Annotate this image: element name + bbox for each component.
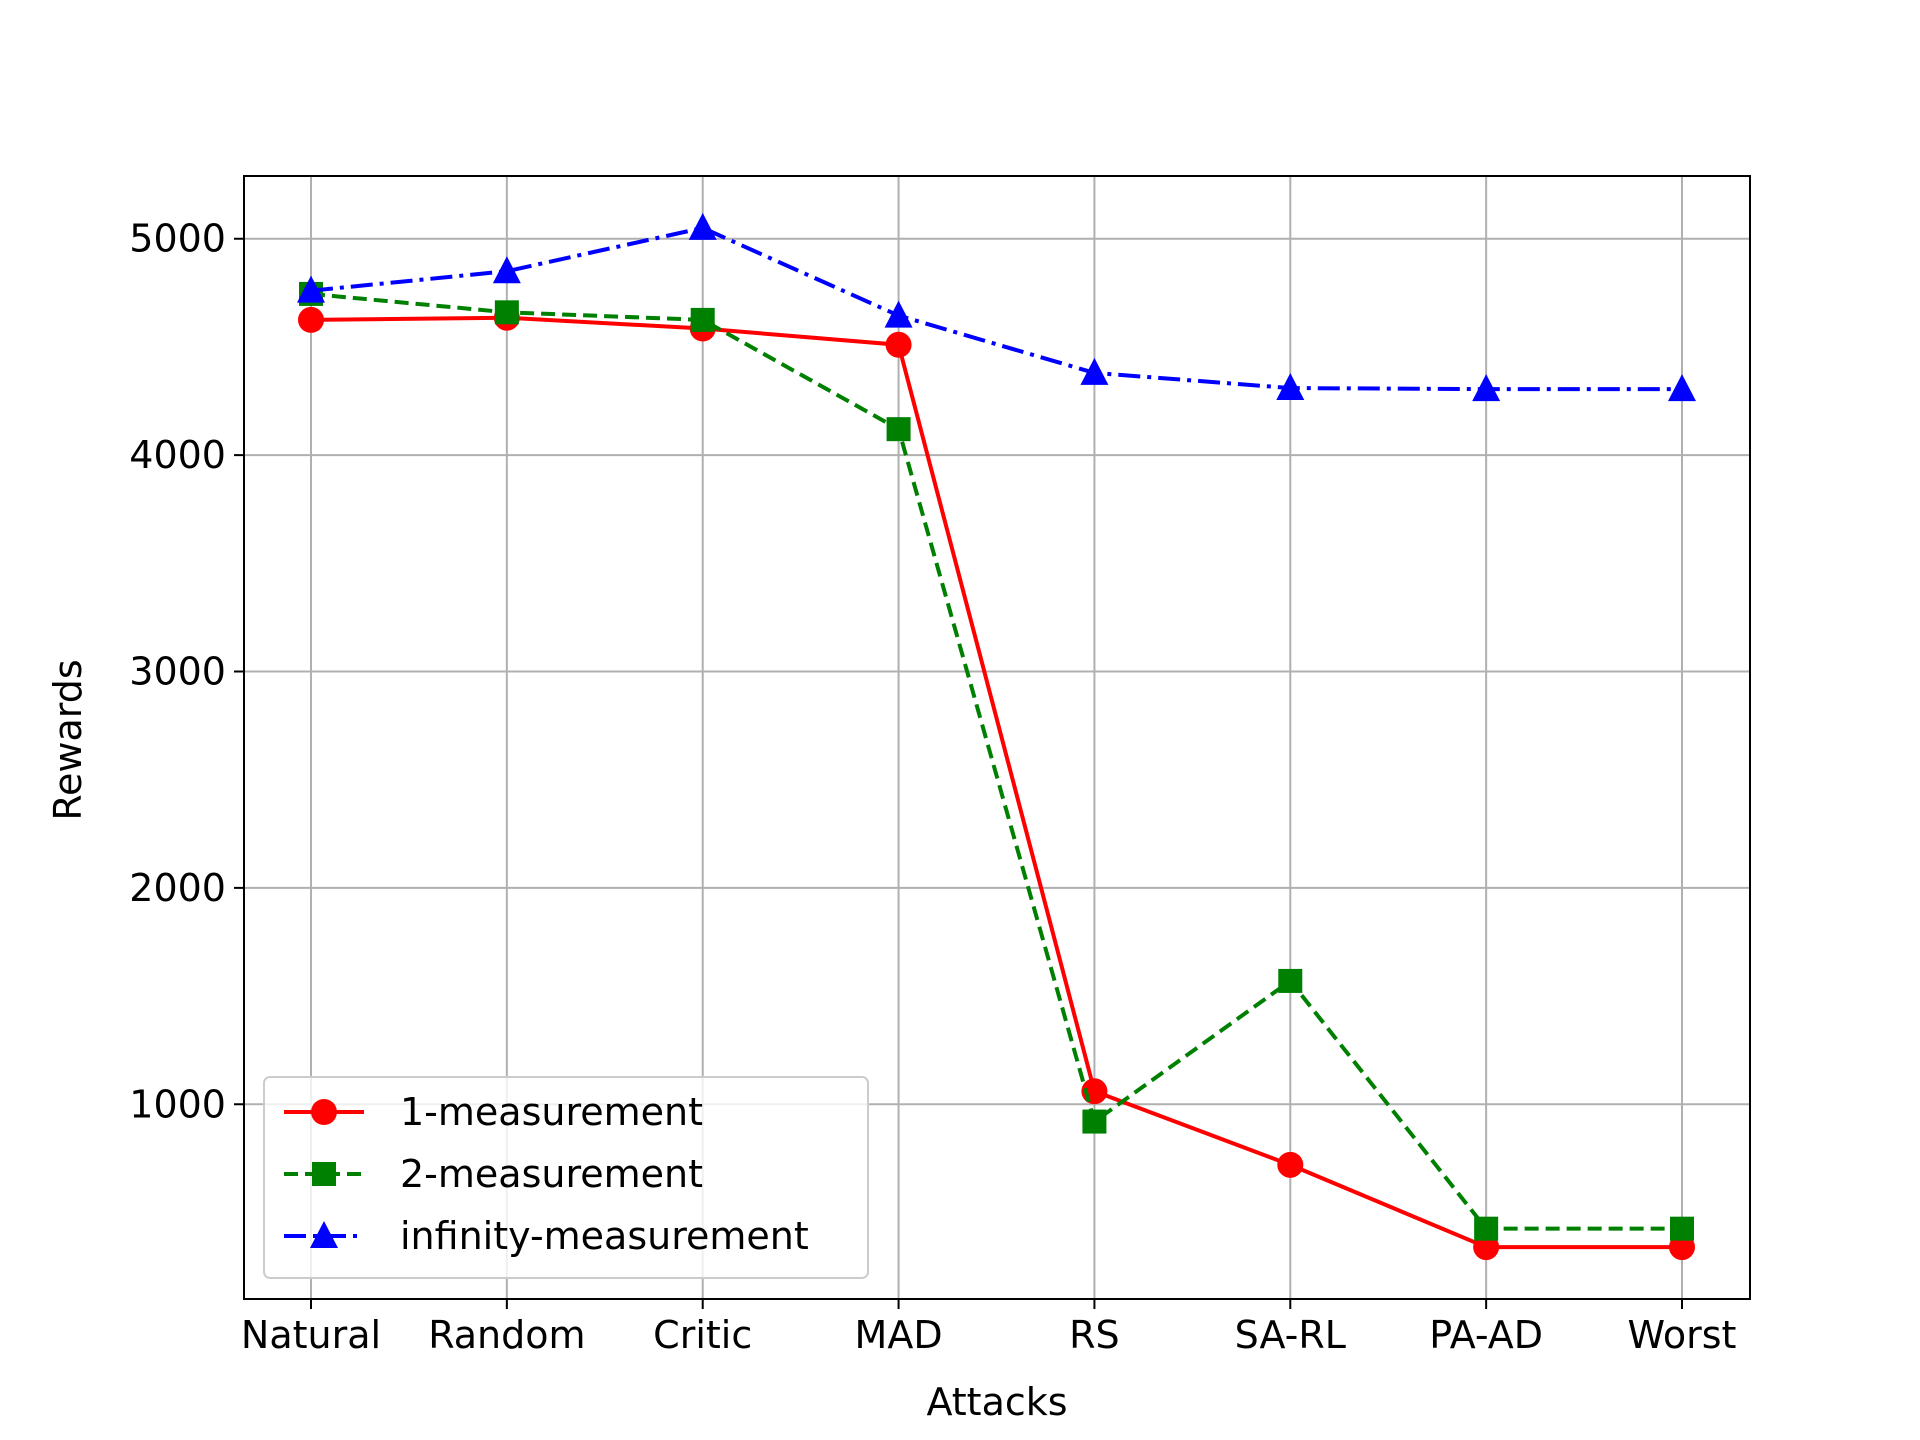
series-line: [310, 225, 1682, 392]
legend-item: 1-measurement: [284, 1090, 703, 1134]
data-point: [1082, 1109, 1107, 1134]
data-point: [1080, 357, 1109, 385]
series-layer: [297, 212, 1696, 1261]
data-point: [1277, 1151, 1304, 1178]
data-point: [1670, 1216, 1694, 1241]
series-1: [298, 304, 1695, 1261]
data-point: [1278, 968, 1303, 993]
data-point: [688, 212, 717, 240]
data-point: [884, 300, 913, 328]
y-tick-label: 3000: [129, 650, 226, 694]
data-point: [298, 306, 324, 333]
legend-label: infinity-measurement: [400, 1214, 809, 1258]
x-tick-label: SA-RL: [1235, 1313, 1346, 1357]
series-3: [297, 212, 1696, 402]
legend-label: 2-measurement: [400, 1152, 703, 1196]
x-axis-label: Attacks: [926, 1380, 1067, 1424]
data-point: [885, 331, 912, 358]
legend-marker: [311, 1099, 337, 1125]
x-tick-label: Worst: [1628, 1313, 1737, 1357]
data-point: [492, 256, 521, 284]
y-tick-label: 5000: [129, 217, 226, 261]
legend: 1-measurement 2-measurement infinity-measu…: [263, 1076, 869, 1279]
data-point: [1474, 1216, 1499, 1241]
x-tick-label: Random: [428, 1313, 585, 1357]
x-tick-label: Natural: [241, 1313, 381, 1357]
y-tick-label: 4000: [129, 433, 226, 477]
legend-label: 1-measurement: [400, 1090, 703, 1134]
legend-item: infinity-measurement: [284, 1214, 809, 1258]
legend-item: 2-measurement: [284, 1152, 703, 1196]
data-point: [494, 300, 519, 325]
series-line: [310, 291, 1682, 1231]
plot-frame: [243, 175, 1751, 1300]
x-tick-label: MAD: [855, 1313, 943, 1357]
data-point: [690, 307, 715, 332]
y-axis-label: Rewards: [46, 659, 90, 820]
x-tick-label: Critic: [653, 1313, 752, 1357]
x-tick-label: PA-AD: [1429, 1313, 1543, 1357]
data-point: [1276, 373, 1305, 401]
data-point: [1472, 374, 1501, 402]
x-tick-label: RS: [1069, 1313, 1120, 1357]
data-point: [1668, 374, 1696, 402]
legend-marker: [310, 1221, 338, 1248]
axis-ticks: Natural Random Critic MAD RS SA-RL PA-AD Worst 1…: [129, 217, 1736, 1357]
data-point: [886, 417, 911, 442]
legend-marker: [312, 1162, 336, 1186]
data-point: [297, 275, 325, 303]
y-tick-label: 1000: [129, 1082, 226, 1126]
series-line: [310, 315, 1682, 1250]
y-tick-label: 2000: [129, 866, 226, 910]
legend-box: [263, 1076, 869, 1279]
